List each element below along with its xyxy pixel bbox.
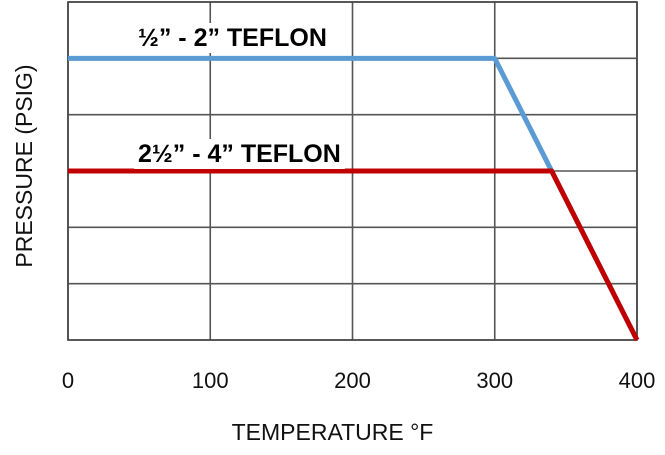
y-axis-title: PRESSURE (PSIG) — [11, 64, 37, 267]
series-label-half-to-2-inch: ½” - 2” TEFLON — [138, 24, 327, 52]
x-axis-title: TEMPERATURE °F — [232, 419, 434, 445]
series-label-2half-to-4-inch: 2½” - 4” TEFLON — [138, 140, 341, 168]
series-label-bg-2 — [134, 139, 345, 169]
x-tick-label: 0 — [62, 368, 74, 393]
series-labels: ½” - 2” TEFLON 2½” - 4” TEFLON — [134, 23, 345, 169]
x-tick-label: 100 — [192, 368, 229, 393]
x-tick-label: 200 — [334, 368, 371, 393]
series-label-bg-1 — [134, 23, 331, 53]
series-line-2half-to-4-inch — [68, 168, 640, 342]
x-tick-labels: 0 100 200 300 400 — [62, 368, 655, 393]
x-tick-label: 300 — [476, 368, 513, 393]
series-lines — [68, 55, 640, 342]
x-tick-label: 400 — [619, 368, 656, 393]
